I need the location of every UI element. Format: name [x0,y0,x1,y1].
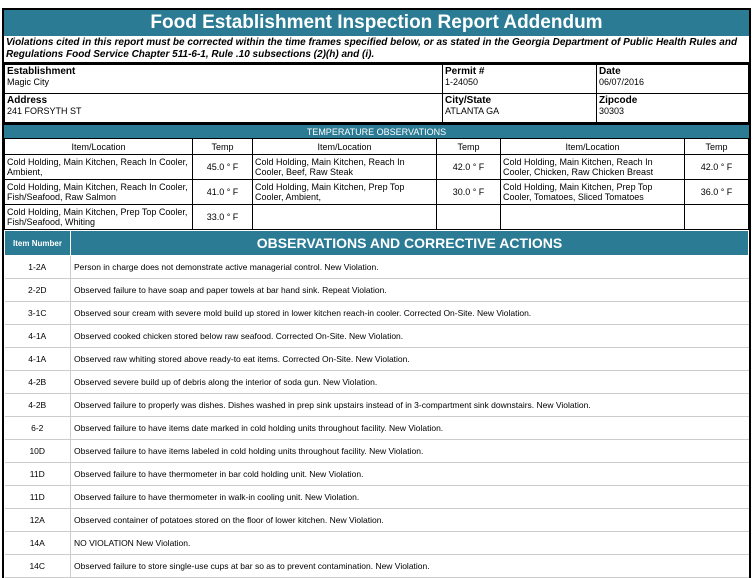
observation-row: 12A Observed container of potatoes stored… [4,508,749,532]
observation-text: Person in charge does not demonstrate ac… [70,255,749,279]
observation-text: Observed failure to store single-use cup… [70,554,749,578]
item-number: 4-1A [4,324,71,348]
temp-value: 41.0 ° F [192,179,253,205]
date-value: 06/07/2016 [599,77,645,87]
col-temp: Temp [436,138,501,155]
date-label: Date [599,66,621,77]
observation-row: 4-2B Observed failure to properly was dis… [4,393,749,417]
observation-text: Observed sour cream with severe mold bui… [70,301,749,325]
col-item-location: Item/Location [4,138,193,155]
observation-row: 4-1A Observed raw whiting stored above re… [4,347,749,371]
temp-item-location [252,204,437,230]
temp-value: 42.0 ° F [684,154,749,180]
temp-item-location: Cold Holding, Main Kitchen, Prep Top Coo… [252,179,437,205]
temp-item-location: Cold Holding, Main Kitchen, Reach In Coo… [252,154,437,180]
col-item-location: Item/Location [252,138,437,155]
city-cell: City/State ATLANTA GA [442,93,597,123]
col-temp: Temp [192,138,253,155]
temp-value: 33.0 ° F [192,204,253,230]
report-title: Food Establishment Inspection Report Add… [4,10,749,36]
item-number: 11D [4,485,71,509]
temp-value: 45.0 ° F [192,154,253,180]
report: Food Establishment Inspection Report Add… [2,8,751,578]
observation-row: 14A NO VIOLATION New Violation. [4,531,749,555]
item-number: 1-2A [4,255,71,279]
item-number: 4-2B [4,393,71,417]
city-value: ATLANTA GA [445,106,500,116]
observation-row: 3-1C Observed sour cream with severe mold… [4,301,749,325]
zip-cell: Zipcode 30303 [596,93,749,123]
observation-row: 10D Observed failure to have items labele… [4,439,749,463]
observation-row: 4-2B Observed severe build up of debris a… [4,370,749,394]
establishment-info: Establishment Magic City Permit #1-24050 … [4,64,749,123]
notice-text: Violations cited in this report must be … [4,36,749,64]
col-item-location: Item/Location [500,138,685,155]
item-number: 2-2D [4,278,71,302]
observation-text: Observed severe build up of debris along… [70,370,749,394]
observation-text: Observed raw whiting stored above ready-… [70,347,749,371]
observations-heading: OBSERVATIONS AND CORRECTIVE ACTIONS [70,230,749,256]
col-temp: Temp [684,138,749,155]
temp-item-location: Cold Holding, Main Kitchen, Prep Top Coo… [500,179,685,205]
establishment-label: Establishment [7,66,76,77]
temp-value: 36.0 ° F [684,179,749,205]
observation-text: Observed failure to have items labeled i… [70,439,749,463]
item-number: 14C [4,554,71,578]
temp-value: 42.0 ° F [436,154,501,180]
address-cell: Address 241 FORSYTH ST [4,93,443,123]
observation-text: Observed failure to have items date mark… [70,416,749,440]
item-number: 4-2B [4,370,71,394]
permit-cell: Permit #1-24050 [442,64,597,94]
temp-item-location [500,204,685,230]
temperature-table: Item/Location Temp Item/Location Temp It… [4,138,749,230]
temperature-row: Cold Holding, Main Kitchen, Reach In Coo… [4,154,749,180]
temp-item-location: Cold Holding, Main Kitchen, Reach In Coo… [4,179,193,205]
item-number: 14A [4,531,71,555]
observation-row: 2-2D Observed failure to have soap and pa… [4,278,749,302]
observation-text: Observed failure to properly was dishes.… [70,393,749,417]
observation-row: 11D Observed failure to have thermometer … [4,462,749,486]
temp-item-location: Cold Holding, Main Kitchen, Reach In Coo… [500,154,685,180]
observations-table: Item Number OBSERVATIONS AND CORRECTIVE … [4,230,749,578]
establishment-cell: Establishment Magic City [4,64,443,94]
item-number: 12A [4,508,71,532]
item-number: 3-1C [4,301,71,325]
zip-label: Zipcode [599,95,638,106]
permit-label: Permit # [445,66,485,77]
address-value: 241 FORSYTH ST [7,106,82,116]
temperature-row: Cold Holding, Main Kitchen, Prep Top Coo… [4,204,749,230]
observation-text: Observed failure to have thermometer in … [70,462,749,486]
temperature-heading: TEMPERATURE OBSERVATIONS [4,123,749,138]
observation-row: 14C Observed failure to store single-use … [4,554,749,578]
observation-row: 4-1A Observed cooked chicken stored below… [4,324,749,348]
temp-value [684,204,749,230]
date-cell: Date 06/07/2016 [596,64,749,94]
observation-text: Observed cooked chicken stored below raw… [70,324,749,348]
zip-value: 30303 [599,106,625,116]
col-item-number: Item Number [4,230,71,256]
observation-row: 6-2 Observed failure to have items date m… [4,416,749,440]
address-label: Address [7,95,48,106]
temp-item-location: Cold Holding, Main Kitchen, Reach In Coo… [4,154,193,180]
observation-text: NO VIOLATION New Violation. [70,531,749,555]
item-number: 4-1A [4,347,71,371]
city-label: City/State [445,95,492,106]
observation-text: Observed failure to have thermometer in … [70,485,749,509]
permit-value: 1-24050 [445,77,479,87]
item-number: 11D [4,462,71,486]
observation-row: 1-2A Person in charge does not demonstrat… [4,255,749,279]
item-number: 10D [4,439,71,463]
observation-text: Observed failure to have soap and paper … [70,278,749,302]
observation-text: Observed container of potatoes stored on… [70,508,749,532]
observation-row: 11D Observed failure to have thermometer … [4,485,749,509]
temp-value: 30.0 ° F [436,179,501,205]
establishment-value: Magic City [7,77,50,87]
temperature-row: Cold Holding, Main Kitchen, Reach In Coo… [4,179,749,205]
temp-value [436,204,501,230]
temp-item-location: Cold Holding, Main Kitchen, Prep Top Coo… [4,204,193,230]
item-number: 6-2 [4,416,71,440]
